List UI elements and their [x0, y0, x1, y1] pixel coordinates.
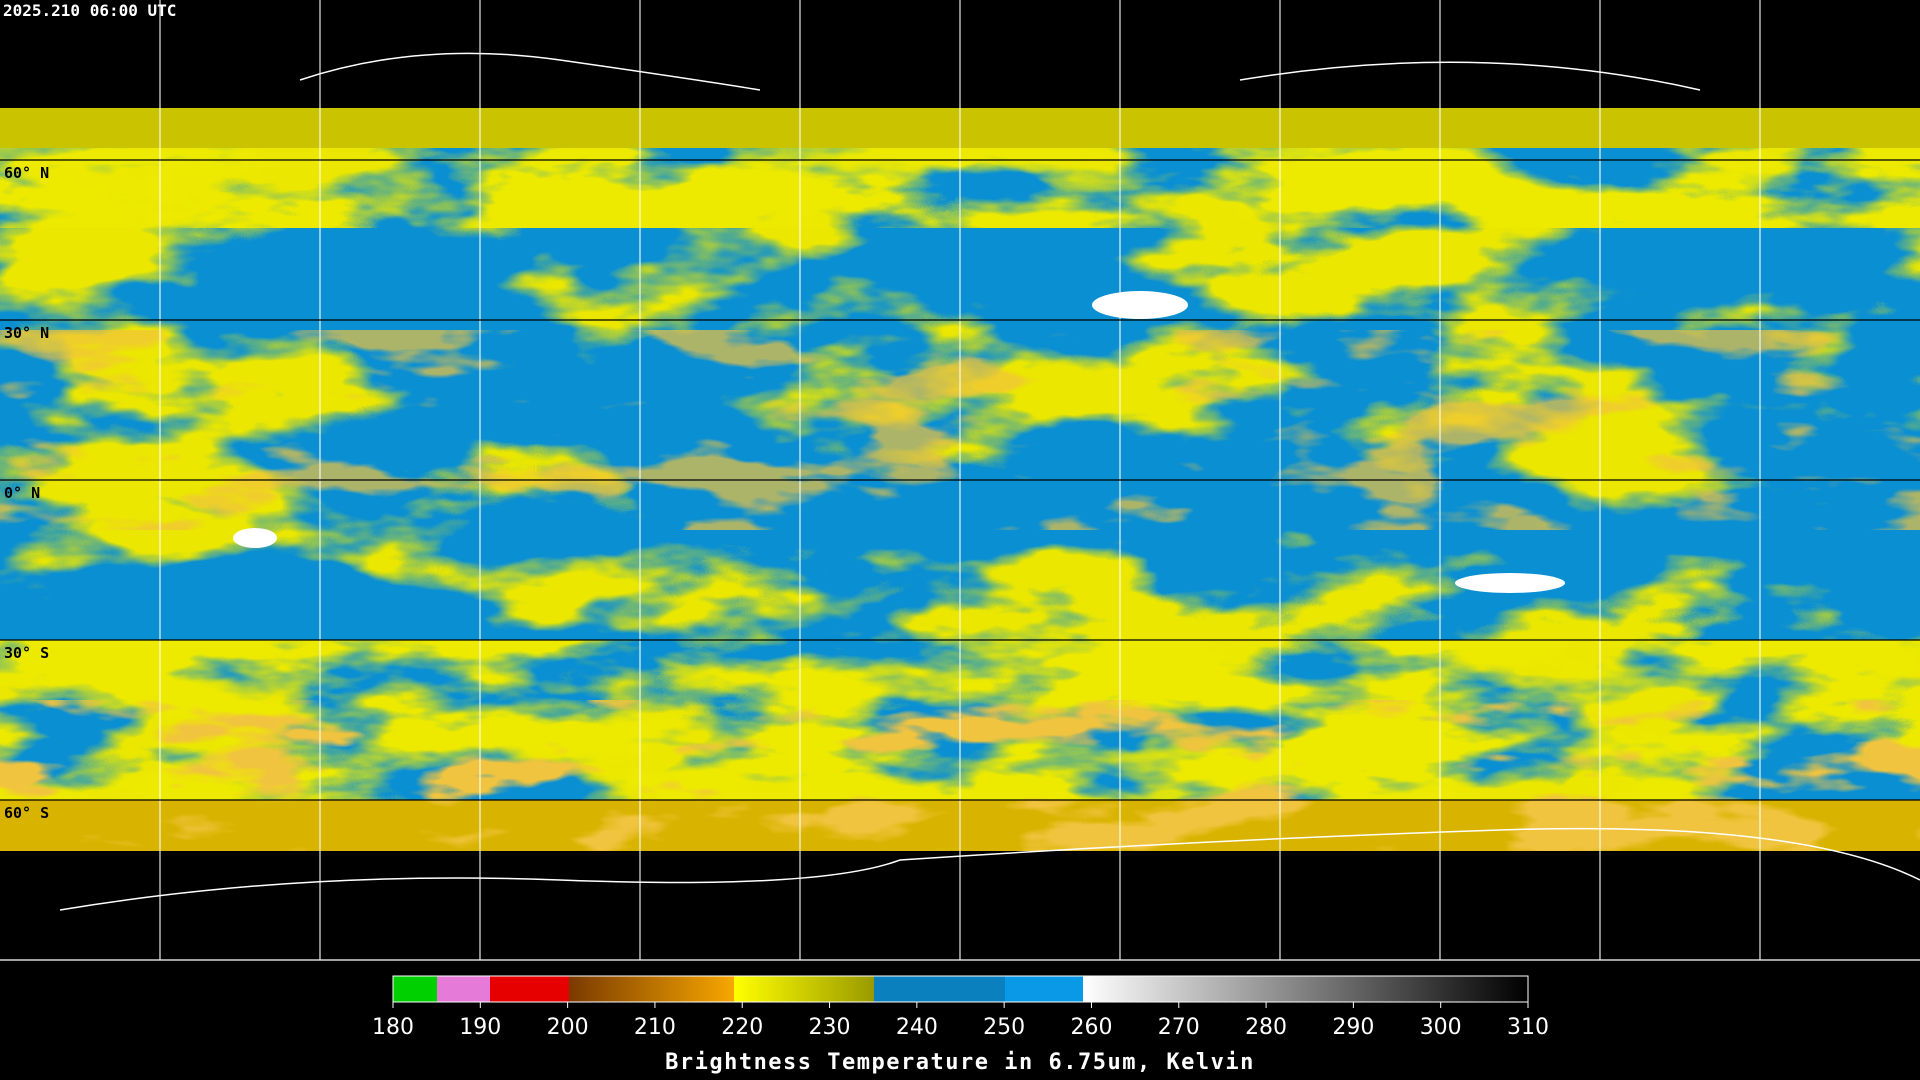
latitude-labels: 60° N 30° N 0° N 30° S 60° S: [4, 164, 49, 822]
colorbar-tick-label: 200: [547, 1015, 589, 1040]
latitude-label: 60° S: [4, 804, 49, 822]
colorbar-tick-label: 260: [1070, 1015, 1112, 1040]
colorbar-segment: [734, 976, 874, 1002]
colorbar-segment: [393, 976, 437, 1002]
colorbar-tick-label: 230: [809, 1015, 851, 1040]
colorbar-tick-label: 310: [1507, 1015, 1549, 1040]
latitude-label: 0° N: [4, 484, 40, 502]
latitude-label: 30° N: [4, 324, 49, 342]
colorbar-tick-label: 290: [1332, 1015, 1374, 1040]
colorbar-frame: [392, 975, 1529, 1003]
colorbar-tick-label: 280: [1245, 1015, 1287, 1040]
colorbar-tick-label: 190: [459, 1015, 501, 1040]
colorbar-ticks: 180 190 200 210 220 230 240 250 260 270 280 290 300 3…: [372, 1002, 1549, 1040]
colorbar-tick-label: 270: [1158, 1015, 1200, 1040]
colorbar-tick-label: 300: [1420, 1015, 1462, 1040]
colorbar: [392, 975, 1529, 1003]
colorbar-segment: [874, 976, 1005, 1002]
colorbar-segment: [437, 976, 490, 1002]
colorbar-segment: [490, 976, 569, 1002]
colorbar-tick-label: 250: [983, 1015, 1025, 1040]
colorbar-segment: [1005, 976, 1083, 1002]
colorbar-tick-label: 210: [634, 1015, 676, 1040]
latitude-label: 60° N: [4, 164, 49, 182]
colorbar-tick-label: 220: [721, 1015, 763, 1040]
colorbar-tick-label: 240: [896, 1015, 938, 1040]
latitude-label: 30° S: [4, 644, 49, 662]
colorbar-segment: [1083, 976, 1528, 1002]
colorbar-title: Brightness Temperature in 6.75um, Kelvin: [665, 1050, 1255, 1075]
graticule: [0, 0, 1920, 961]
timestamp: 2025.210 06:00 UTC: [3, 1, 176, 20]
colorbar-segment: [569, 976, 744, 1002]
colorbar-tick-label: 180: [372, 1015, 414, 1040]
